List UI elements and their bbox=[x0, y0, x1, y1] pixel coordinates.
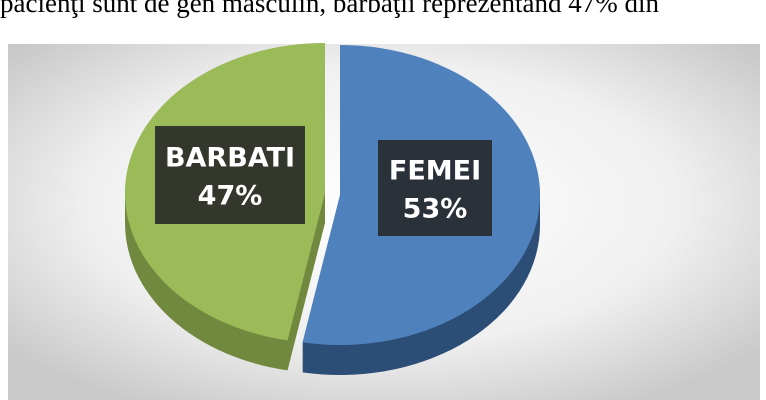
slice-value-label: 47% bbox=[198, 181, 263, 212]
slice-value-label: 53% bbox=[403, 194, 468, 225]
label-box bbox=[155, 126, 305, 224]
caption: pacienţi sunt de gen masculin, bărbaţii … bbox=[0, 0, 660, 18]
label-box bbox=[378, 140, 492, 236]
slice-label: BARBATI bbox=[165, 143, 295, 174]
slice-label: FEMEI bbox=[389, 156, 481, 187]
